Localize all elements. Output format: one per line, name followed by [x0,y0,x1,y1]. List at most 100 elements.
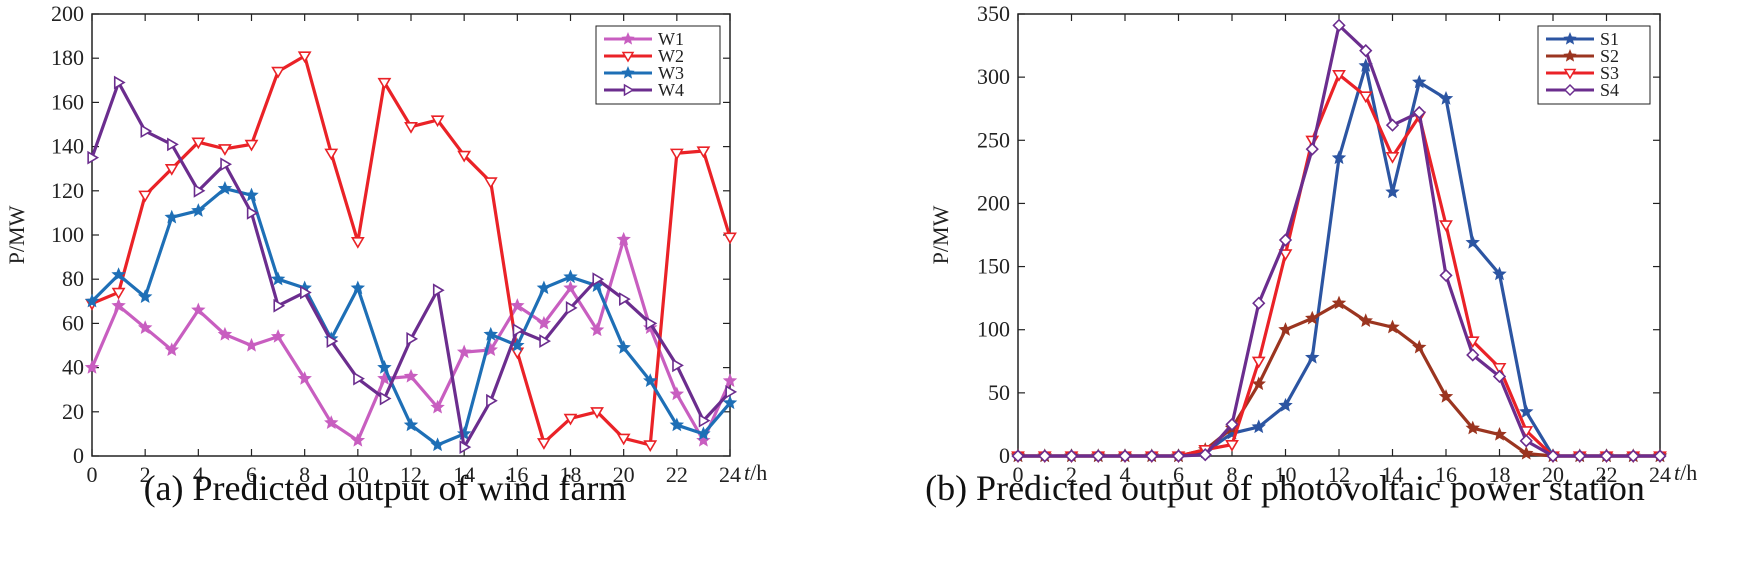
x-tick-label: 6 [246,462,257,487]
x-tick-label: 16 [506,462,528,487]
data-point-S1 [1519,404,1534,418]
data-point-S4 [1225,417,1239,432]
panel-wind-farm: 0 2 4 6 8 10 12 14 16 18 20 22 240204060801001201401… [4,1,767,508]
data-point-W1 [510,298,525,312]
data-point-W3 [350,280,366,295]
x-tick-label: 20 [1542,462,1564,487]
data-point-S3 [1492,362,1507,375]
data-point-S1 [1278,397,1293,412]
legend-marker-W2 [621,51,635,63]
data-point-W1 [536,315,552,330]
x-tick-label: 0 [87,462,98,487]
series-line-S3 [1018,73,1660,458]
data-point-W4 [140,124,153,139]
data-point-S4 [1653,449,1667,463]
data-point-S4 [1198,448,1212,462]
legend-label-W3: W3 [658,63,684,83]
data-point-S1 [1412,74,1427,89]
data-point-S2 [1519,445,1534,460]
y-tick-label: 20 [62,399,84,424]
y-tick-label: 100 [51,222,84,247]
x-tick-label: 6 [1173,462,1184,487]
data-point-W2 [377,77,392,90]
x-tick-label: 4 [193,462,204,487]
data-point-W1 [669,386,685,401]
data-point-W2 [218,144,232,156]
data-point-W3 [111,267,126,281]
data-point-W2 [191,137,206,150]
y-tick-label: 0 [73,443,84,468]
data-point-W3 [722,395,738,410]
data-point-W4 [193,183,206,198]
y-tick-label: 60 [62,310,84,335]
data-point-W1 [403,368,419,383]
data-point-S4 [1118,449,1132,463]
data-point-W4 [220,157,232,172]
x-tick-label: 8 [1227,462,1238,487]
data-point-W4 [672,358,684,373]
data-point-W4 [645,316,658,331]
data-point-S3 [1332,69,1346,82]
data-point-W3 [616,340,631,354]
data-point-W4 [486,393,498,408]
legend-label-S1: S1 [1600,29,1619,49]
data-point-W3 [483,326,498,341]
data-point-W3 [403,417,419,432]
y-tick-label: 200 [51,1,84,26]
data-point-W3 [643,373,658,387]
legend-marker-W1 [621,32,635,45]
y-tick-label: 200 [977,190,1010,215]
legend-marker-S4 [1563,83,1577,97]
data-point-S1 [1331,150,1347,165]
data-point-W3 [270,271,286,286]
data-point-W1 [84,360,100,374]
data-point-W3 [377,360,392,374]
data-point-S1 [1438,91,1454,105]
x-tick-label: 24 [1649,462,1671,487]
data-point-W2 [111,287,126,300]
data-point-W4 [87,150,100,165]
caption: (a) Predicted output of wind farm [144,468,627,508]
data-point-W2 [590,407,604,419]
data-point-W4 [565,301,578,315]
data-point-W2 [537,438,551,450]
data-point-S2 [1331,295,1347,310]
series-line-W3 [90,186,732,447]
data-point-W1 [563,280,578,295]
data-point-W3 [244,187,259,202]
legend-marker-W4 [623,83,635,97]
data-point-S4 [1439,268,1453,283]
data-point-W4 [246,206,259,220]
y-tick-label: 120 [51,178,84,203]
legend-marker-S1 [1563,32,1577,45]
data-point-W2 [483,177,498,190]
data-point-S4 [1492,369,1507,384]
y-tick-label: 180 [51,45,84,70]
data-point-S4 [1546,449,1560,463]
y-tick-label: 40 [62,355,84,380]
y-tick-label: 140 [51,134,84,159]
data-point-W4 [512,323,525,337]
data-point-W1 [616,231,631,246]
data-point-S1 [1492,266,1507,281]
legend-label-W1: W1 [658,29,684,49]
data-point-S3 [1358,91,1373,104]
series-lines [84,51,738,455]
legend-label-S2: S2 [1600,46,1619,66]
data-point-W1 [324,415,339,429]
y-axis-label: P/MW [928,205,953,264]
y-tick-label: 250 [977,127,1010,152]
data-point-S3 [1385,152,1400,164]
axis-ticks: 0 2 4 6 8 10 12 14 16 18 20 22 240204060801001201401… [51,1,741,487]
data-point-W1 [456,344,472,359]
x-tick-label: 10 [347,462,369,487]
x-tick-label: 4 [1120,462,1131,487]
data-point-S4 [1573,449,1587,463]
x-tick-label: 16 [1435,462,1457,487]
legend-marker-S3 [1563,68,1577,80]
data-point-W4 [326,334,339,348]
y-tick-label: 100 [977,317,1010,342]
data-point-W2 [616,433,631,446]
